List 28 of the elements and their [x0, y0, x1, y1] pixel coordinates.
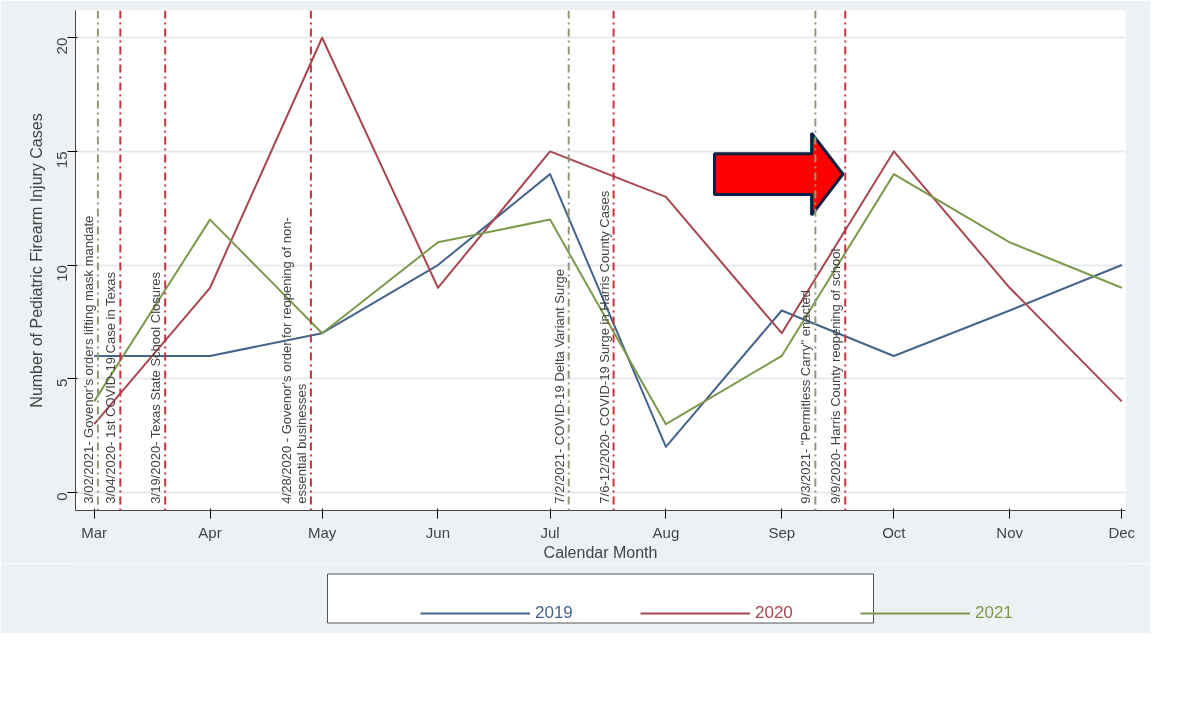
x-tick-label: Sep: [768, 523, 796, 541]
x-tick-label: Nov: [996, 523, 1024, 541]
x-tick-label: Oct: [882, 523, 907, 541]
text: 2019: [535, 603, 573, 623]
text: 2021: [975, 603, 1013, 623]
x-tick-label: Mar: [81, 523, 108, 541]
x-tick-label: May: [307, 523, 337, 541]
ref-line-label: 3/19/2020- Texas State School Closures: [148, 271, 164, 504]
x-tick-label: Jun: [425, 523, 451, 541]
x-axis-title: Calendar Month: [543, 543, 658, 561]
y-tick-label: 10: [53, 265, 71, 282]
ref-line-label: 3/02/2021- Govenor's orders lifting mask mandate: [80, 215, 96, 504]
x-tick-label: Dec: [1108, 523, 1136, 541]
ref-line-label: 7/2/2021- COVID-19 Delta Variant Surge: [551, 269, 567, 504]
y-tick-label: 15: [53, 151, 71, 169]
ref-line-label: 3/04/2020- 1st COVID-19 Case in Texas: [103, 271, 119, 504]
ref-line-label: 7/6-12/2020- COVID-19 Surge in Harris County Cases: [596, 190, 612, 504]
x-tick-label: Apr: [198, 523, 222, 541]
y-axis-title: Number of Pediatric Firearm Injury Cases: [27, 113, 45, 408]
ref-line-label: 9/3/2021- "Permitless Carry" enacted: [798, 289, 814, 504]
ref-line-label: 4/28/2020 - Govenor's order for reopening of non- essential businesses: [278, 217, 309, 504]
x-tick-label: Jul: [540, 523, 560, 541]
y-tick-label: 0: [53, 492, 71, 501]
x-tick-label: Aug: [652, 523, 680, 541]
ref-line-label: 9/9/2020- Harris County reopening of school: [828, 248, 844, 504]
y-tick-label: 20: [53, 37, 71, 55]
text: 2020: [755, 603, 793, 623]
y-tick-label: 5: [53, 378, 71, 388]
